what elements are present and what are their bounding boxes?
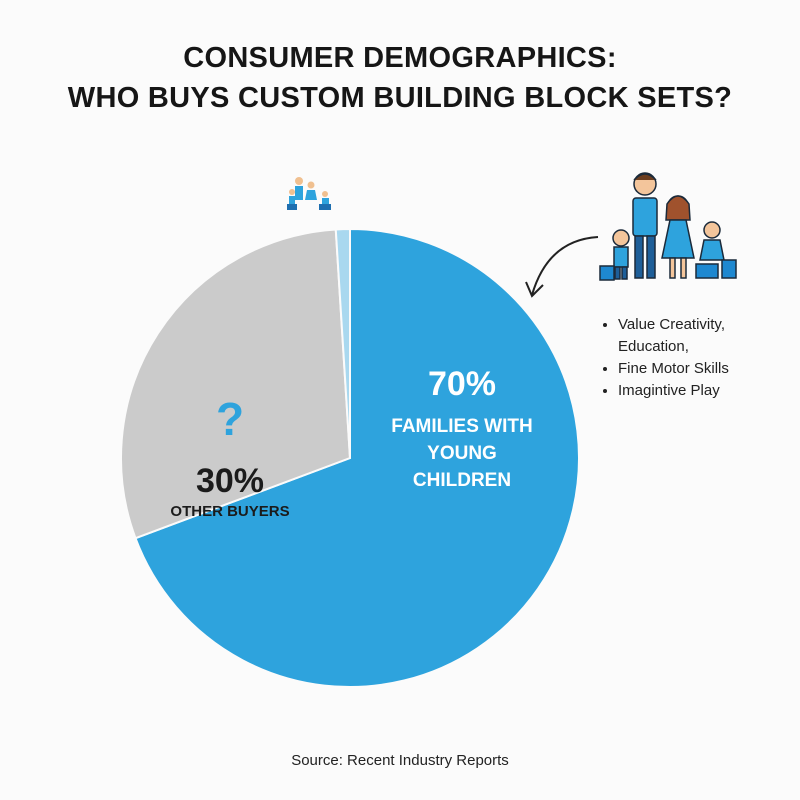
pie-slice: [134, 227, 580, 688]
source-note: Source: Recent Industry Reports: [291, 752, 509, 769]
arrow: [525, 236, 599, 298]
pie: [120, 227, 580, 688]
question-icon: ?: [215, 393, 245, 445]
benefit-item: Imagintive Play: [618, 380, 778, 402]
slice-label: FAMILIES WITH YOUNG CHILDREN: [391, 416, 533, 491]
chart-title: WHO BUYS CUSTOM BUILDING BLOCK SETS?: [67, 82, 733, 114]
benefit-list: Value Creativity, Education,Fine Motor S…: [600, 314, 778, 402]
benefit-item: Fine Motor Skills: [618, 358, 778, 380]
slice-label: OTHER BUYERS: [170, 503, 290, 520]
pie-slice: [334, 227, 351, 459]
benefit-item: Value Creativity, Education,: [618, 314, 778, 358]
pie-slice: [120, 228, 352, 540]
chart-title: CONSUMER DEMOGRAPHICS:: [183, 42, 617, 74]
value-label: 70%: [427, 365, 497, 403]
family-icon: [599, 172, 737, 281]
family-icon-small: [287, 177, 331, 210]
value-label: 30%: [195, 462, 265, 500]
